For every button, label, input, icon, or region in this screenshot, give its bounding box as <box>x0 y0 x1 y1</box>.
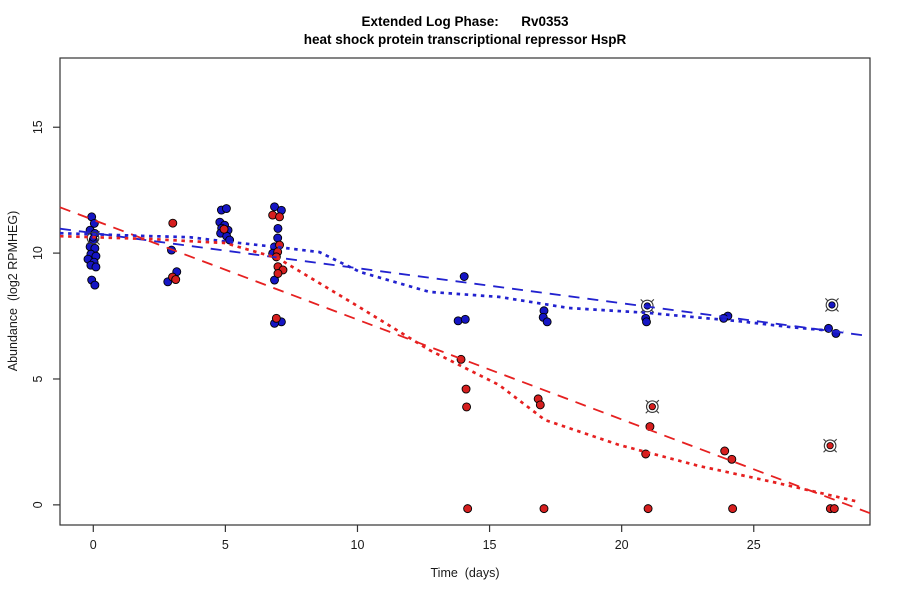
data-point-blue <box>90 280 100 290</box>
y-tick-label: 5 <box>31 375 45 382</box>
marker-ring-tick <box>823 438 827 442</box>
data-point-red <box>461 384 471 394</box>
chart-title-gene: Extended Log Phase: Rv0353 <box>361 14 569 29</box>
data-point-blue <box>270 202 279 212</box>
plot-border <box>59 57 871 526</box>
marker-ring-tick <box>651 299 655 303</box>
marker-ring-tick <box>96 241 100 245</box>
x-tick-label: 25 <box>747 538 761 552</box>
marker-ring-tick <box>86 241 90 245</box>
data-point-red <box>171 275 181 284</box>
data-point-red <box>463 504 473 514</box>
data-point-blue <box>273 223 283 233</box>
data-point-red <box>273 269 283 278</box>
circled-data-point-red <box>648 403 656 411</box>
marker-ring-tick <box>656 410 660 414</box>
marker-ring-tick <box>656 399 660 403</box>
data-point-red <box>829 504 839 514</box>
marker-ring <box>823 439 837 453</box>
marker-ring-tick <box>645 399 649 403</box>
y-tick-label: 10 <box>31 246 45 260</box>
x-tick-label: 0 <box>90 538 97 552</box>
data-point-red <box>539 504 549 514</box>
data-point-blue <box>221 204 231 213</box>
trend-line-red-dotted-fit <box>59 234 859 504</box>
marker-ring-tick <box>824 298 829 302</box>
data-point-red <box>168 218 178 228</box>
marker-ring-tick <box>835 308 839 312</box>
data-point-blue <box>542 317 552 327</box>
x-tick-label: 20 <box>615 538 629 552</box>
x-tick-label: 15 <box>483 538 497 552</box>
data-point-red <box>643 504 653 514</box>
x-axis-label: Time (days) <box>430 566 500 580</box>
trend-line-blue-dashed-fit <box>59 227 871 338</box>
data-point-red <box>728 504 738 514</box>
circled-data-point-blue <box>828 301 836 309</box>
marker-ring <box>645 400 659 414</box>
marker-ring-tick <box>645 410 649 414</box>
data-point-blue <box>460 314 470 324</box>
y-tick-label: 0 <box>31 501 45 508</box>
chart-title-description: heat shock protein transcriptional repre… <box>303 32 627 47</box>
data-point-red <box>727 454 737 464</box>
marker-ring-tick <box>823 449 827 453</box>
data-point-red <box>720 446 730 456</box>
data-point-red <box>219 224 229 234</box>
data-point-blue <box>453 316 463 326</box>
marker-ring <box>640 299 654 313</box>
marker-ring-tick <box>833 438 838 442</box>
marker-ring-tick <box>833 449 838 453</box>
x-tick-label: 5 <box>222 538 229 552</box>
trend-line-blue-dotted-fit <box>59 231 844 334</box>
data-point-red <box>535 400 545 410</box>
marker-ring-tick <box>835 298 839 302</box>
data-point-red <box>271 313 281 323</box>
data-point-red <box>462 402 472 412</box>
marker-ring-tick <box>824 308 829 312</box>
data-point-blue <box>459 272 469 281</box>
x-tick-label: 10 <box>351 538 365 552</box>
y-tick-label: 15 <box>31 120 45 134</box>
marker-ring-tick <box>640 299 644 303</box>
marker-ring-tick <box>96 231 100 235</box>
data-point-blue <box>91 262 101 272</box>
marker-ring <box>825 298 839 312</box>
data-point-blue <box>642 317 651 327</box>
data-point-red <box>275 212 284 222</box>
circled-data-point-red <box>826 442 834 450</box>
